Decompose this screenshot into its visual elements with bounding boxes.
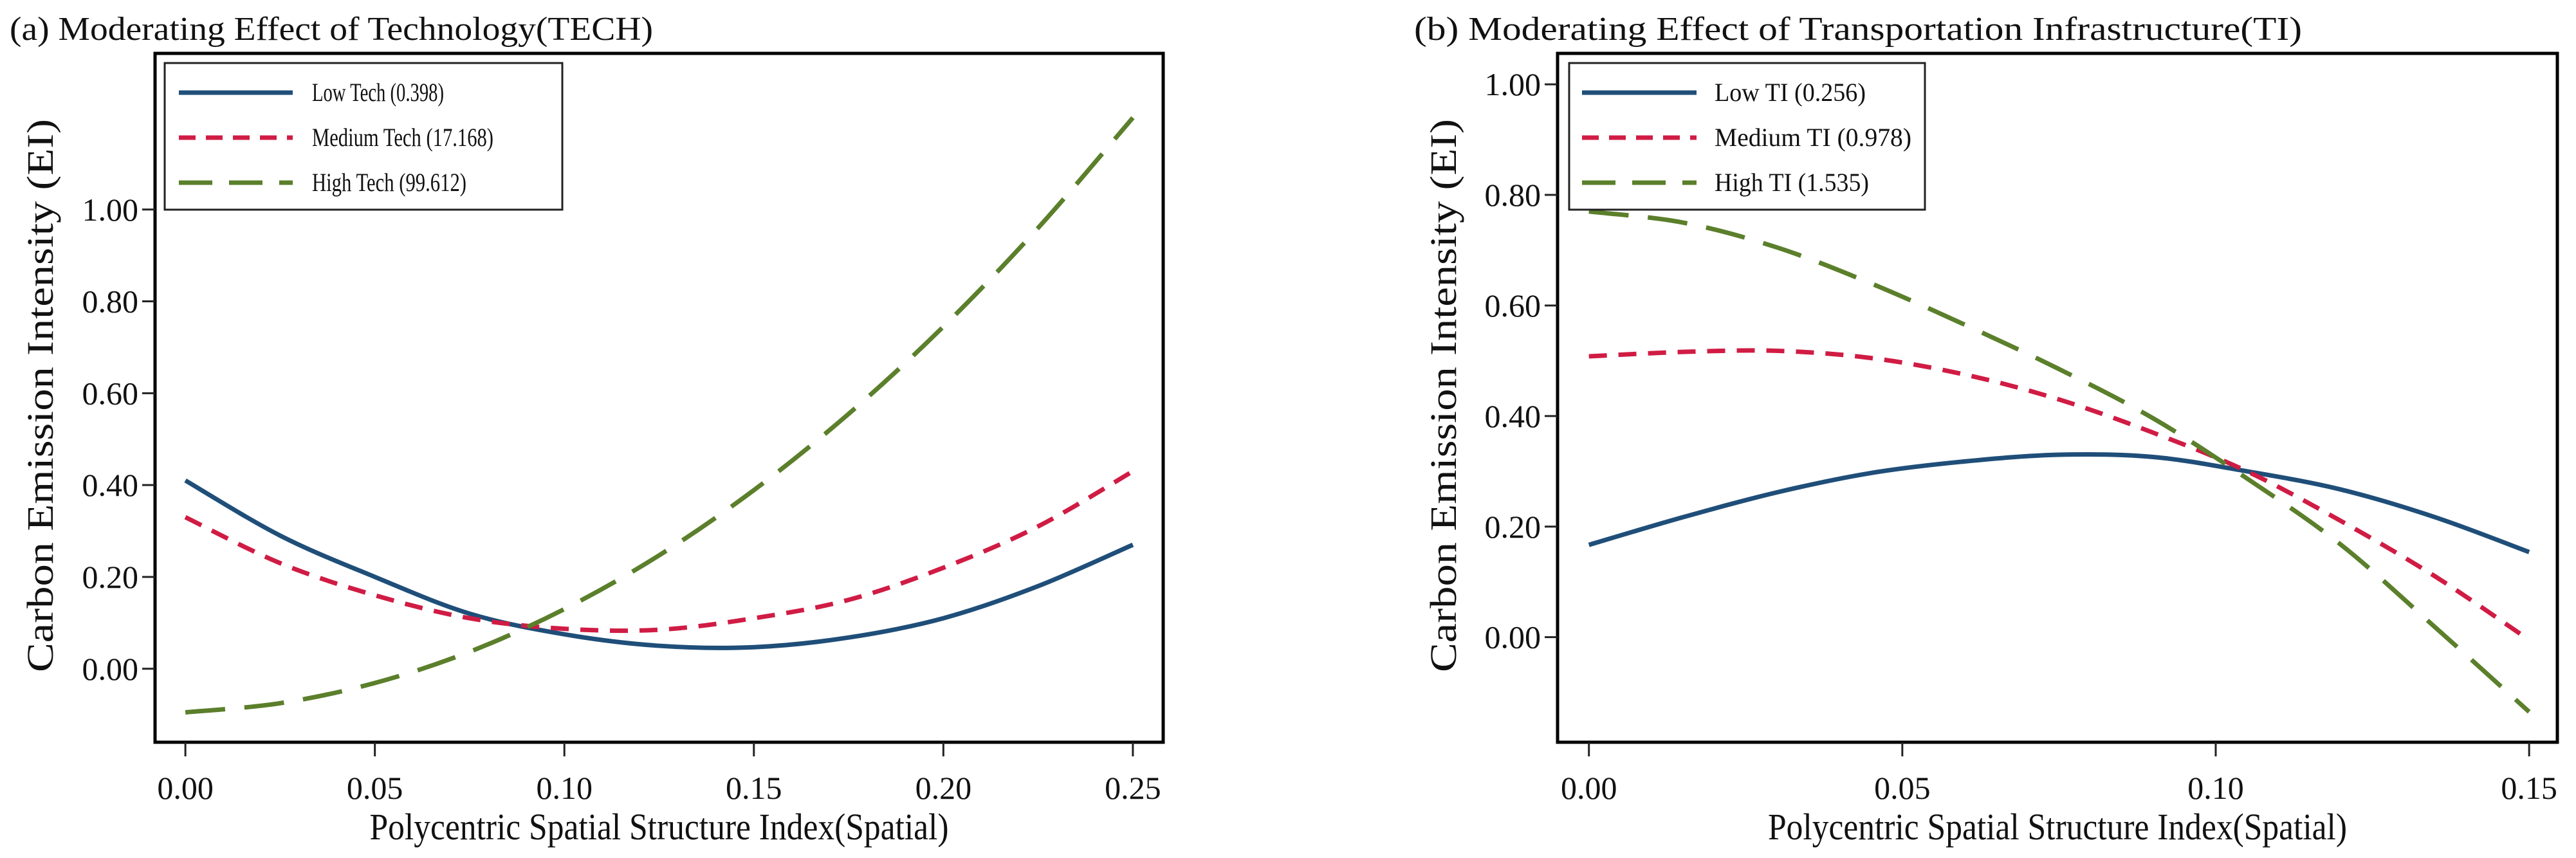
y-tick-label: 0.20 [1485,509,1541,545]
legend-label: Medium TI (0.978) [1715,123,1911,152]
x-tick-label: 0.05 [1874,770,1931,806]
plot-frame [153,51,1165,744]
y-tick-label: 0.60 [1485,288,1541,324]
legend-label: High Tech (99.612) [312,168,466,197]
x-tick-label: 0.00 [1561,770,1617,806]
panel-b: (b) Moderating Effect of Transportation … [1414,11,2559,848]
y-axis-label: Carbon Emission Intensity (EI) [1422,119,1464,672]
y-tick-label: 0.60 [82,375,139,411]
y-axis-label: Carbon Emission Intensity (EI) [19,119,61,672]
x-tick-label: 0.15 [726,770,782,806]
y-tick-label: 0.40 [82,467,139,503]
legend: Low TI (0.256) Medium TI (0.978) High TI (… [1568,62,1926,211]
y-tick-label: 0.40 [1485,398,1541,434]
series-line-low [184,478,1134,650]
legend-label: Low Tech (0.398) [312,78,444,107]
x-tick-label: 0.00 [157,770,214,806]
y-tick-label: 0.20 [82,559,139,595]
chart-title: (b) Moderating Effect of Transportation … [1414,11,2302,48]
x-tick-label: 0.10 [536,770,593,806]
chart-title: (a) Moderating Effect of Technology(TECH… [10,11,653,48]
x-axis-label: Polycentric Spatial Structure Index(Spat… [1768,806,2347,848]
legend-box [163,62,564,211]
legend-box [1568,62,1926,211]
x-tick-label: 0.10 [2187,770,2244,806]
panel-a: (a) Moderating Effect of Technology(TECH… [10,11,1165,848]
y-tick-label: 0.00 [1485,619,1541,655]
x-tick-label: 0.05 [347,770,403,806]
y-tick-label: 0.80 [1485,177,1541,213]
y-tick-label: 1.00 [1485,66,1541,102]
series-line-medium [184,469,1134,634]
series-line-high [1588,209,2531,714]
x-axis-label: Polycentric Spatial Structure Index(Spat… [370,806,949,848]
plot-frame [1556,51,2559,744]
y-tick-label: 0.80 [82,284,139,320]
x-tick-label: 0.15 [2501,770,2557,806]
x-tick-label: 0.20 [915,770,972,806]
y-tick-label: 0.00 [82,651,139,687]
legend-label: Low TI (0.256) [1715,78,1866,107]
legend-label: High TI (1.535) [1715,168,1869,197]
legend-label: Medium Tech (17.168) [312,123,493,152]
series-line-low [1588,452,2530,554]
series-line-medium [1588,348,2531,642]
x-tick-label: 0.25 [1105,770,1161,806]
legend: Low Tech (0.398) Medium Tech (17.168) High… [163,62,564,211]
y-tick-label: 1.00 [82,192,139,228]
